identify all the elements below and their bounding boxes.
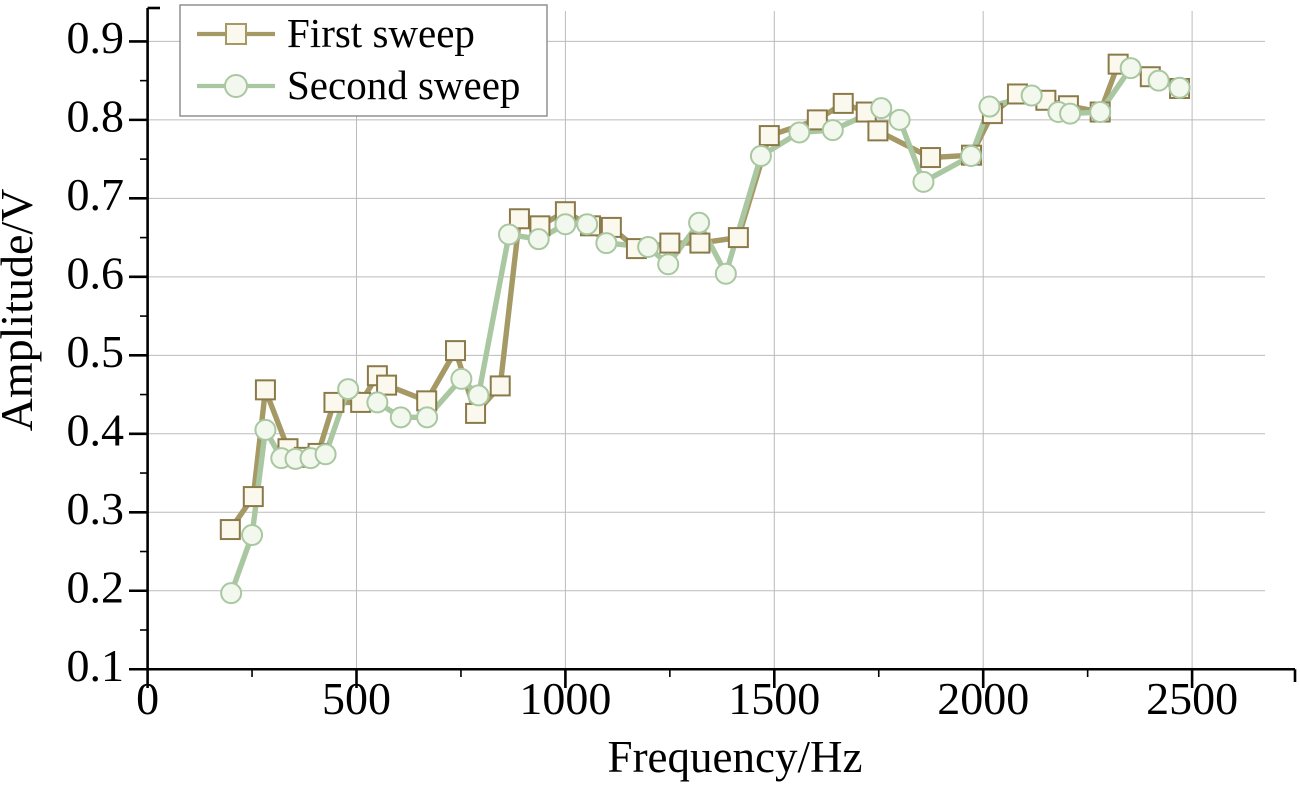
svg-text:First sweep: First sweep <box>287 10 475 56</box>
svg-text:Second sweep: Second sweep <box>287 62 520 108</box>
svg-text:Amplitude/V: Amplitude/V <box>0 189 42 432</box>
svg-text:0.7: 0.7 <box>67 169 125 220</box>
svg-text:500: 500 <box>322 673 391 724</box>
svg-text:0.8: 0.8 <box>67 91 125 142</box>
svg-text:0.2: 0.2 <box>67 562 125 613</box>
svg-text:1500: 1500 <box>728 673 820 724</box>
svg-text:2500: 2500 <box>1146 673 1238 724</box>
svg-text:1000: 1000 <box>519 673 611 724</box>
svg-text:0.9: 0.9 <box>67 12 125 63</box>
svg-text:Frequency/Hz: Frequency/Hz <box>608 732 863 782</box>
svg-text:0.3: 0.3 <box>67 483 125 534</box>
svg-text:0.5: 0.5 <box>67 326 125 377</box>
svg-text:0: 0 <box>136 673 159 724</box>
svg-text:0.6: 0.6 <box>67 248 125 299</box>
svg-text:2000: 2000 <box>937 673 1029 724</box>
svg-text:0.4: 0.4 <box>67 405 125 456</box>
svg-text:0.1: 0.1 <box>67 640 125 691</box>
